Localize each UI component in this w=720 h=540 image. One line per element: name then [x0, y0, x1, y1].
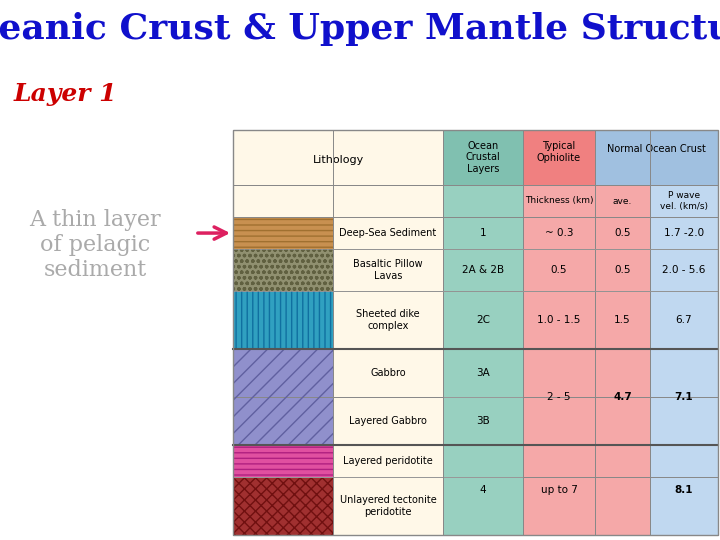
Bar	[595, 291, 650, 349]
Bar	[233, 217, 333, 249]
Bar	[233, 349, 333, 397]
Bar	[523, 291, 595, 349]
Bar	[595, 217, 650, 249]
Bar	[233, 445, 333, 477]
Text: Sheeted dike
complex: Sheeted dike complex	[356, 309, 420, 330]
Text: Lithology: Lithology	[312, 156, 364, 165]
Bar	[233, 130, 443, 185]
Text: 4.7: 4.7	[613, 392, 632, 402]
Bar	[650, 249, 718, 291]
Text: 0.5: 0.5	[551, 265, 567, 275]
Text: up to 7: up to 7	[541, 485, 577, 495]
Bar	[523, 349, 595, 397]
Text: ~ 0.3: ~ 0.3	[545, 228, 573, 238]
Bar	[333, 217, 443, 249]
Bar	[233, 445, 333, 477]
Text: Layer 1: Layer 1	[14, 82, 117, 106]
Bar	[595, 397, 650, 445]
Bar	[443, 397, 523, 445]
Bar	[650, 217, 718, 249]
Bar	[443, 249, 523, 291]
Bar	[443, 291, 523, 349]
Bar	[333, 291, 443, 349]
Bar	[233, 397, 333, 445]
Text: Layered Gabbro: Layered Gabbro	[349, 416, 427, 426]
Bar	[595, 130, 718, 185]
Bar	[523, 249, 595, 291]
Bar	[523, 397, 595, 445]
Text: 1: 1	[480, 228, 486, 238]
Text: 2A & 2B: 2A & 2B	[462, 265, 504, 275]
Text: 3A: 3A	[476, 368, 490, 378]
Text: Unlayered tectonite
peridotite: Unlayered tectonite peridotite	[340, 495, 436, 517]
Bar	[333, 445, 443, 477]
Bar	[333, 249, 443, 291]
Bar	[233, 249, 333, 291]
Bar	[443, 445, 523, 477]
Text: ave.: ave.	[613, 197, 632, 206]
Bar	[650, 291, 718, 349]
Text: Basaltic Pillow
Lavas: Basaltic Pillow Lavas	[354, 259, 423, 281]
Text: P wave
vel. (km/s): P wave vel. (km/s)	[660, 191, 708, 211]
Bar	[595, 185, 650, 217]
Text: 6.7: 6.7	[675, 315, 693, 325]
Bar	[233, 185, 443, 217]
Bar	[523, 130, 595, 185]
Bar	[443, 349, 523, 397]
Bar	[650, 349, 718, 397]
Text: Normal Ocean Crust: Normal Ocean Crust	[607, 144, 706, 154]
Bar	[333, 349, 443, 397]
Bar	[233, 477, 333, 535]
Text: Typical
Ophiolite: Typical Ophiolite	[537, 141, 581, 163]
Text: 3B: 3B	[476, 416, 490, 426]
Text: 2.0 - 5.6: 2.0 - 5.6	[662, 265, 706, 275]
Text: A thin layer
of pelagic
sediment: A thin layer of pelagic sediment	[30, 208, 161, 281]
Bar	[595, 445, 650, 477]
Bar	[443, 130, 523, 185]
Bar	[333, 477, 443, 535]
Text: Gabbro: Gabbro	[370, 368, 406, 378]
Bar	[443, 477, 523, 535]
Bar	[523, 445, 595, 477]
Bar	[650, 477, 718, 535]
Bar	[595, 249, 650, 291]
Text: 1.7 -2.0: 1.7 -2.0	[664, 228, 704, 238]
Text: Thickness (km): Thickness (km)	[525, 197, 593, 206]
Bar	[233, 291, 333, 349]
Bar	[650, 185, 718, 217]
Bar	[595, 349, 650, 397]
Text: Oceanic Crust & Upper Mantle Structure: Oceanic Crust & Upper Mantle Structure	[0, 12, 720, 46]
Bar	[233, 217, 333, 249]
Text: Layered peridotite: Layered peridotite	[343, 456, 433, 466]
Text: 0.5: 0.5	[614, 228, 631, 238]
Bar	[333, 397, 443, 445]
Bar	[233, 349, 333, 397]
Text: 4: 4	[480, 485, 486, 495]
Bar	[233, 291, 333, 349]
Bar	[523, 477, 595, 535]
Bar	[523, 217, 595, 249]
Text: 1.5: 1.5	[614, 315, 631, 325]
Text: 2C: 2C	[476, 315, 490, 325]
Bar	[650, 397, 718, 445]
Text: 8.1: 8.1	[675, 485, 693, 495]
Bar	[233, 397, 333, 445]
Text: 7.1: 7.1	[675, 392, 693, 402]
Bar	[443, 185, 523, 217]
Bar	[443, 217, 523, 249]
Text: 1.0 - 1.5: 1.0 - 1.5	[537, 315, 581, 325]
Bar	[523, 185, 595, 217]
Text: 2 - 5: 2 - 5	[547, 392, 571, 402]
Text: 0.5: 0.5	[614, 265, 631, 275]
Text: Deep-Sea Sediment: Deep-Sea Sediment	[339, 228, 436, 238]
Text: Ocean
Crustal
Layers: Ocean Crustal Layers	[466, 141, 500, 174]
Bar	[650, 445, 718, 477]
Bar	[595, 477, 650, 535]
Bar	[233, 249, 333, 291]
Bar	[233, 477, 333, 535]
Bar	[233, 130, 718, 535]
